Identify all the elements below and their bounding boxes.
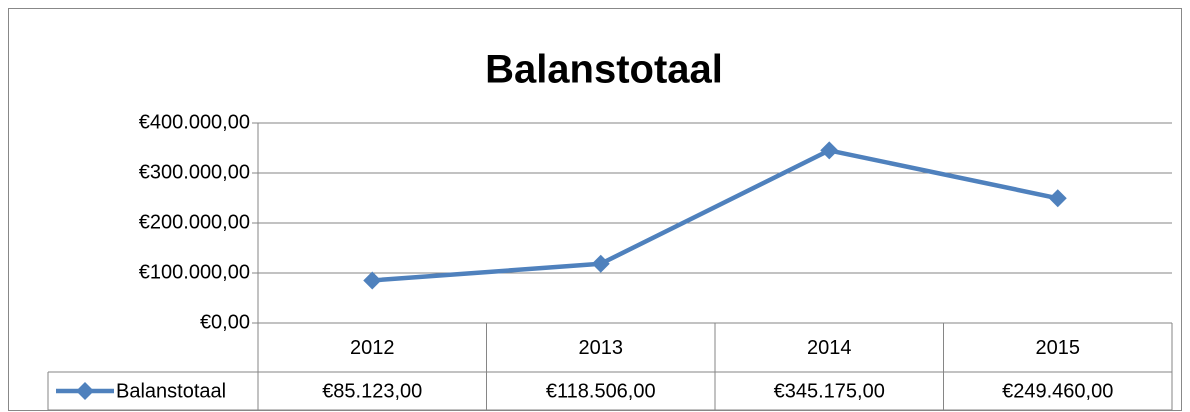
y-tick-label: €300.000,00 — [139, 161, 250, 183]
y-tick-label: €200.000,00 — [139, 211, 250, 233]
data-table-value: €118.506,00 — [546, 380, 656, 402]
data-table-value: €249.460,00 — [1002, 380, 1113, 402]
x-tick-label: 2013 — [579, 337, 624, 359]
legend-marker — [76, 382, 94, 400]
chart-border — [8, 8, 1182, 411]
x-tick-label: 2015 — [1036, 337, 1081, 359]
y-tick-label: €0,00 — [200, 311, 250, 333]
data-point — [591, 254, 610, 273]
data-point — [820, 141, 839, 160]
x-tick-label: 2014 — [807, 337, 852, 359]
data-table-value: €85.123,00 — [322, 380, 422, 402]
series-line — [372, 148, 1059, 283]
y-tick-label: €400.000,00 — [139, 111, 250, 133]
y-tick-label: €100.000,00 — [139, 261, 250, 283]
data-table-value: €345.175,00 — [774, 380, 885, 402]
legend-label: Balanstotaal — [116, 380, 226, 402]
data-point — [1048, 189, 1067, 208]
data-point — [363, 271, 382, 290]
x-tick-label: 2012 — [350, 337, 395, 359]
chart-title: Balanstotaal — [485, 48, 723, 92]
